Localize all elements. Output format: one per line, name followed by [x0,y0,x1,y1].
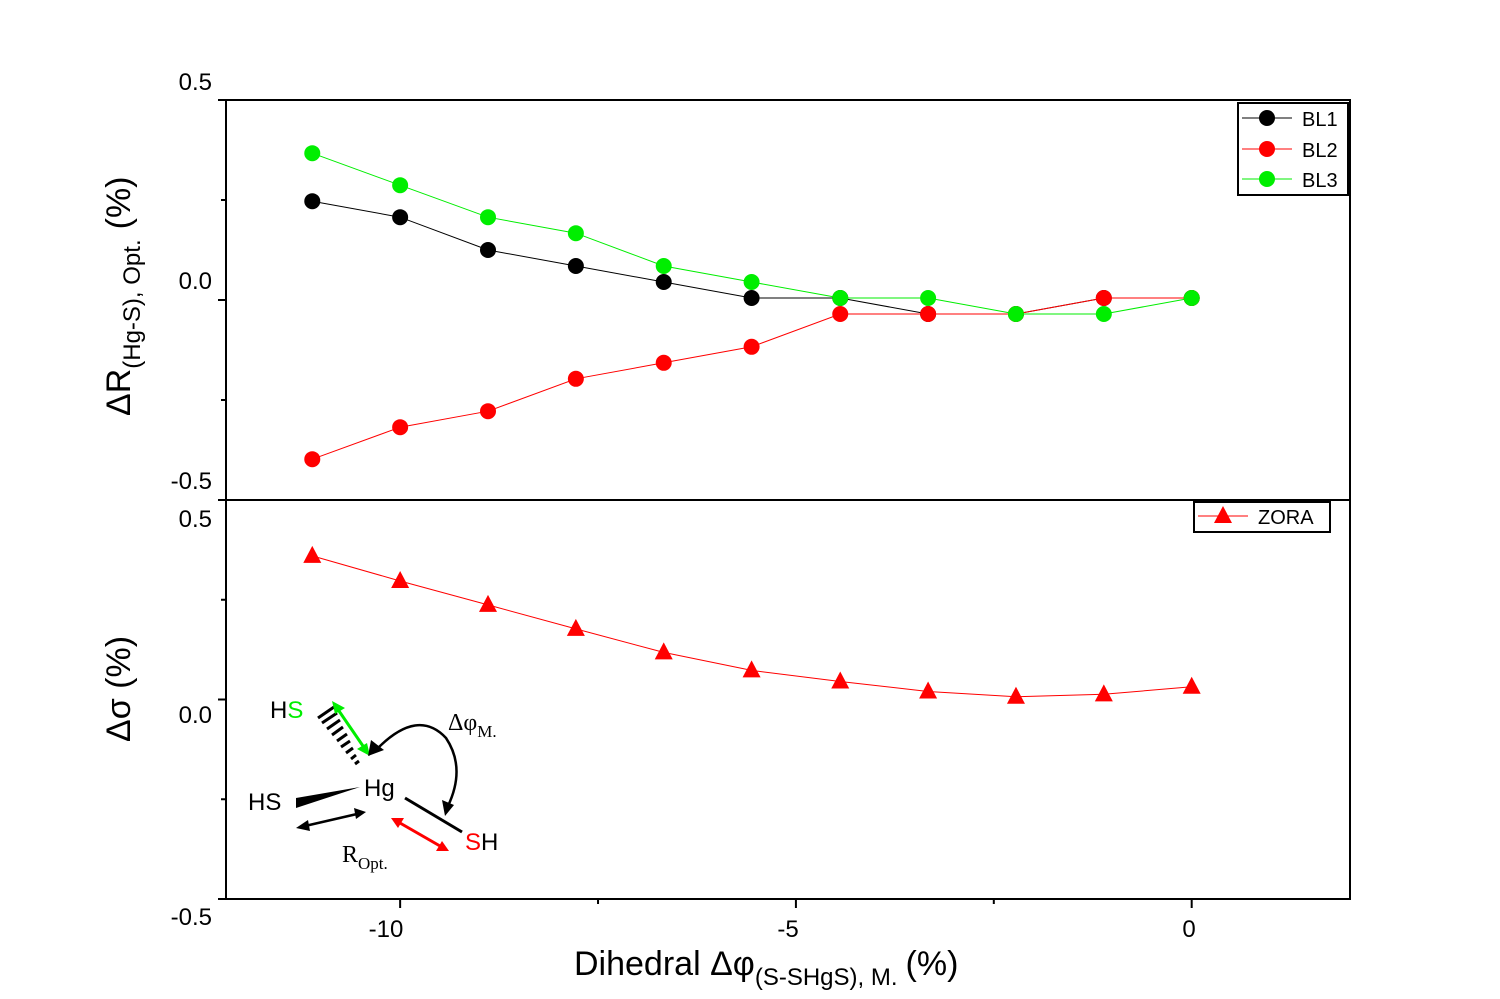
data-point-zora [479,594,498,612]
series-layer [303,145,1201,704]
data-point-bl1 [392,209,409,226]
data-point-bl2 [392,419,409,436]
data-point-zora [742,660,761,678]
legend-label-bl3: BL3 [1302,170,1338,192]
data-point-bl3 [567,225,584,242]
axes-layer [218,99,1193,908]
top-ytick-label-0.5: 0.5 [179,69,212,96]
legend-marker-bl1 [1259,110,1275,126]
legend-item-bl2: BL2 [1242,140,1338,162]
dphi-main: Δφ [448,710,477,736]
xtick-label--5: -5 [777,916,798,943]
data-point-bl2 [920,306,937,322]
data-point-zora [654,642,673,660]
data-point-zora [566,618,585,636]
data-point-bl2 [655,354,672,371]
ropt-sub: Opt. [358,854,388,873]
data-point-bl2 [304,451,321,468]
hg-s-bond [404,796,463,834]
data-point-zora [303,545,322,563]
molecule-inset: HS Hg HS SH ΔφM. ROpt. [248,697,498,873]
data-point-zora [391,570,410,588]
data-point-zora [919,681,938,699]
bottom-legend-box [1193,501,1331,533]
data-point-bl2 [832,306,849,322]
hs-green-s: S [287,697,303,724]
data-point-zora [1094,684,1113,702]
sh-s: S [465,829,481,856]
bottom-y-axis-title: Δσ (%) [100,636,138,742]
bottom-ytick-label-0.5: 0.5 [179,506,212,533]
top-y-axis-title-sub: (Hg-S), Opt. [119,239,146,368]
data-point-bl3 [832,290,849,306]
data-point-bl1 [743,290,760,306]
data-point-bl2 [743,338,760,355]
curved-rotation-arrow-icon [368,723,458,816]
top-y-axis-title: ΔR(Hg-S), Opt. (%) [100,176,146,416]
top-ytick-label--0.5: -0.5 [171,468,212,495]
hashed-wedge-bond [317,705,360,766]
legend-item-bl3: BL3 [1242,170,1338,192]
dphi-sub: M. [477,722,496,741]
data-point-bl3 [1095,306,1112,322]
sh-h: H [481,829,498,856]
data-point-bl2 [1095,290,1112,306]
data-point-bl3 [304,145,321,162]
data-point-bl1 [304,193,321,210]
bottom-ytick-label-0.0: 0.0 [179,702,212,729]
x-axis-title: Dihedral Δφ(S-SHgS), M. (%) [574,945,958,991]
top-y-axis-title-main: ΔR [100,369,138,416]
legend-label-bl2: BL2 [1302,140,1338,162]
legend-label-zora: ZORA [1258,507,1314,529]
data-point-bl3 [743,274,760,290]
xtick-label--10: -10 [369,916,404,943]
hs-left-label: HS [248,789,281,816]
black-double-arrow-icon [296,808,366,831]
data-point-zora [831,671,850,689]
bottom-panel-frame [225,499,1351,900]
data-point-bl3 [480,209,497,226]
green-double-arrow-icon [332,701,370,756]
data-point-bl1 [480,242,497,258]
x-axis-title-sub: (S-SHgS), M. [755,964,898,991]
xtick-label-0: 0 [1182,916,1195,943]
hs-green-h: H [270,697,287,724]
data-point-bl1 [655,274,672,290]
sh-label: SH [465,829,498,856]
legend-label-bl1: BL1 [1302,109,1338,131]
red-double-arrow-icon [391,818,449,851]
data-point-bl3 [1007,306,1024,322]
data-point-zora [1006,686,1025,704]
dphi-label: ΔφM. [448,710,497,741]
bottom-ytick-label--0.5: -0.5 [171,904,212,931]
x-axis-title-unit: (%) [906,945,959,983]
data-point-bl2 [567,370,584,387]
data-point-zora [1182,676,1201,694]
legend-marker-bl2 [1259,141,1275,157]
x-axis-title-main: Dihedral Δφ [574,945,755,983]
data-point-bl3 [1183,290,1200,306]
solid-wedge-bond [296,787,360,808]
legend-marker-zora [1214,506,1232,523]
hg-label: Hg [364,775,395,802]
data-point-bl3 [920,290,937,306]
top-ytick-label-0.0: 0.0 [179,268,212,295]
data-point-bl1 [567,258,584,274]
legend-marker-bl3 [1259,171,1275,187]
series-line-bl2 [312,297,1192,460]
legend-item-zora: ZORA [1198,506,1314,529]
legend-item-bl1: BL1 [1242,109,1338,131]
ropt-label: ROpt. [342,842,388,873]
data-point-bl2 [480,403,497,420]
data-point-bl3 [392,177,409,194]
hs-green-label: HS [270,697,303,724]
top-y-axis-title-unit: (%) [100,176,138,229]
data-point-bl3 [655,258,672,274]
ropt-main: R [342,842,358,868]
